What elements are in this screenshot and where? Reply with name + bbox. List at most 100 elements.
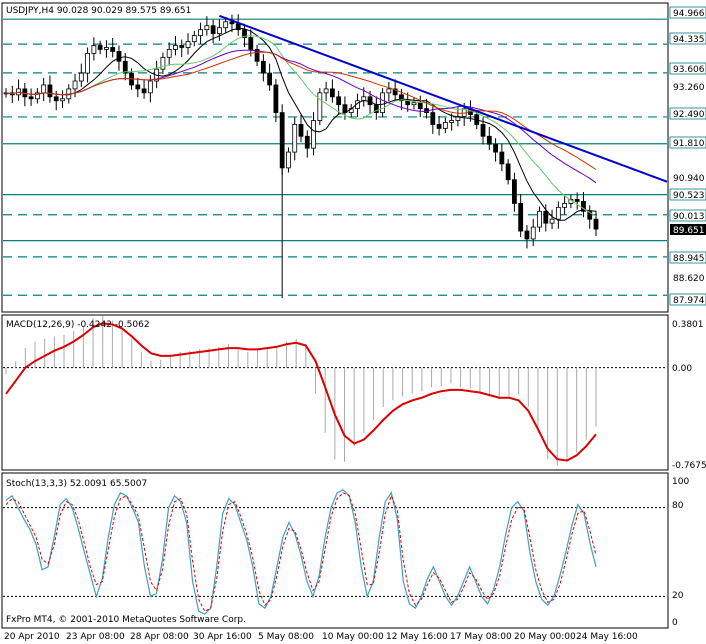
stoch-panel-frame xyxy=(1,472,669,629)
stoch-axis-100: 100 xyxy=(672,477,689,487)
macd-axis-top: 0.3801 xyxy=(672,320,704,330)
candle-body xyxy=(386,88,392,94)
price-axis-label: 90.940 xyxy=(673,174,705,184)
level-price-tag xyxy=(669,107,706,120)
price-axis-label: 87.974 xyxy=(673,296,705,306)
candle-body xyxy=(549,218,555,224)
time-label: 24 May 16:00 xyxy=(576,632,638,642)
level-price-tag xyxy=(669,136,706,149)
candle-body xyxy=(248,37,254,50)
price-plot xyxy=(3,14,668,299)
macd-header: MACD(12,26,9) -0.4242 -0.5062 xyxy=(6,320,150,330)
candle-body xyxy=(116,51,122,62)
candle-body xyxy=(254,49,260,62)
candle-body xyxy=(562,203,568,208)
candle-body xyxy=(147,80,153,94)
price-axis-label: 88.945 xyxy=(673,254,705,264)
candle-body xyxy=(267,72,273,86)
stoch-axis-20: 20 xyxy=(672,591,684,601)
candle-body xyxy=(593,218,599,230)
price-axis-label: 94.966 xyxy=(673,9,705,19)
time-label: 23 Apr 08:00 xyxy=(66,632,125,642)
candle-body xyxy=(173,45,178,50)
time-label: 28 Apr 08:00 xyxy=(130,632,189,642)
macd-axis-bottom: -0.7675 xyxy=(672,461,706,471)
candle-body xyxy=(191,35,197,42)
candle-body xyxy=(587,210,593,220)
candle-body xyxy=(304,135,310,149)
price-axis-label: 88.620 xyxy=(673,274,705,284)
candle-body xyxy=(336,96,342,106)
candle-body xyxy=(28,96,34,100)
candle-body xyxy=(223,21,229,29)
macd-signal-line xyxy=(5,322,597,462)
candle-body xyxy=(97,45,103,50)
candle-body xyxy=(198,29,203,37)
candle-body xyxy=(329,88,335,98)
candle-body xyxy=(110,47,116,52)
candle-body xyxy=(493,143,498,153)
candle-body xyxy=(323,88,329,94)
candle-body xyxy=(260,60,266,74)
candle-body xyxy=(524,230,530,240)
stoch-main-line xyxy=(5,489,597,615)
price-axis-label: 93.606 xyxy=(673,65,705,75)
stoch-header: Stoch(13,3,3) 52.0091 65.5007 xyxy=(6,479,147,489)
candle-body xyxy=(141,88,147,94)
candle-body xyxy=(392,88,398,96)
candle-body xyxy=(555,206,561,220)
stoch-plot xyxy=(3,489,667,615)
candle-body xyxy=(543,210,549,224)
time-label: 10 May 00:00 xyxy=(322,632,384,642)
candle-body xyxy=(530,226,536,240)
macd-axis-zero: 0.00 xyxy=(672,364,692,374)
level-price-tag xyxy=(669,209,706,222)
candle-body xyxy=(399,94,404,102)
level-price-tag xyxy=(669,32,706,45)
candle-body xyxy=(430,112,436,125)
current-price-label: 89.651 xyxy=(673,226,705,236)
candle-body xyxy=(47,84,53,98)
candle-body xyxy=(185,41,191,48)
stoch-signal-line xyxy=(5,492,597,612)
candle-body xyxy=(380,92,385,113)
price-axis-label: 90.523 xyxy=(673,191,705,201)
candle-body xyxy=(60,98,65,102)
candle-body xyxy=(449,120,455,123)
time-label: 30 Apr 16:00 xyxy=(193,632,252,642)
price-axis-label: 92.490 xyxy=(673,110,705,120)
candle-body xyxy=(417,102,423,110)
candle-body xyxy=(311,120,316,149)
stoch-axis-0: 0 xyxy=(672,618,678,628)
candle-body xyxy=(204,25,210,31)
candle-body xyxy=(122,60,128,74)
candle-body xyxy=(581,201,586,212)
candle-body xyxy=(229,21,235,25)
candle-body xyxy=(53,96,59,102)
candle-body xyxy=(317,92,323,121)
candle-body xyxy=(34,92,40,100)
candle-body xyxy=(518,203,524,232)
price-axis-label: 93.260 xyxy=(673,83,705,93)
candle-body xyxy=(273,84,279,113)
candle-body xyxy=(405,100,411,106)
candle-body xyxy=(72,80,78,90)
level-price-tag xyxy=(669,293,706,306)
candle-body xyxy=(298,124,304,137)
candle-body xyxy=(279,112,285,169)
candle-body xyxy=(166,49,172,58)
price-axis-label: 90.013 xyxy=(673,212,705,222)
level-price-tag xyxy=(669,188,706,201)
level-price-tag xyxy=(669,62,706,75)
candle-body xyxy=(91,45,97,54)
level-price-tag xyxy=(669,251,706,264)
time-label: 17 May 08:00 xyxy=(450,632,512,642)
candle-body xyxy=(242,29,247,38)
ma-red-line xyxy=(5,51,597,170)
candle-body xyxy=(217,27,222,35)
candle-body xyxy=(104,47,109,50)
copyright-label: FxPro MT4, © 2001-2010 MetaQuotes Softwa… xyxy=(6,615,246,625)
price-axis-label: 91.810 xyxy=(673,139,705,149)
candle-body xyxy=(292,124,298,153)
